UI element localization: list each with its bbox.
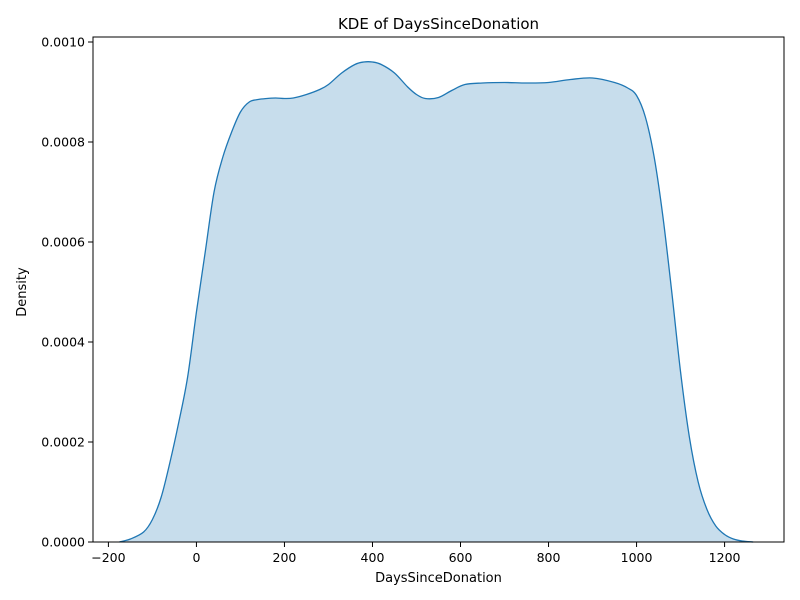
x-tick-label: 200	[273, 550, 297, 565]
density-line	[119, 61, 754, 543]
x-tick-label: 1200	[709, 550, 741, 565]
plot-frame	[92, 36, 785, 543]
y-tick-label: 0.0004	[41, 335, 85, 350]
x-axis-label: DaysSinceDonation	[375, 571, 502, 586]
y-axis: 0.0000 0.0002 0.0004 0.0006 0.0008 0.0010	[41, 35, 93, 550]
x-tick-label: 600	[449, 550, 473, 565]
x-tick-label: 1000	[621, 550, 653, 565]
y-tick-label: 0.0006	[41, 235, 85, 250]
y-tick-label: 0.0000	[41, 535, 85, 550]
x-tick-label: −200	[91, 550, 125, 565]
x-tick-label: 800	[537, 550, 561, 565]
x-tick-label: 0	[192, 550, 200, 565]
y-axis-label: Density	[15, 267, 30, 317]
x-tick-label: 400	[361, 550, 385, 565]
density-area-layer	[119, 61, 754, 543]
x-axis: −200 0 200 400 600 800 1000 1200	[91, 542, 741, 565]
y-tick-label: 0.0010	[41, 35, 85, 50]
density-fill	[119, 61, 754, 543]
chart-title: KDE of DaysSinceDonation	[338, 15, 539, 33]
axes-frame	[92, 36, 785, 543]
y-tick-label: 0.0008	[41, 135, 85, 150]
y-tick-label: 0.0002	[41, 435, 85, 450]
